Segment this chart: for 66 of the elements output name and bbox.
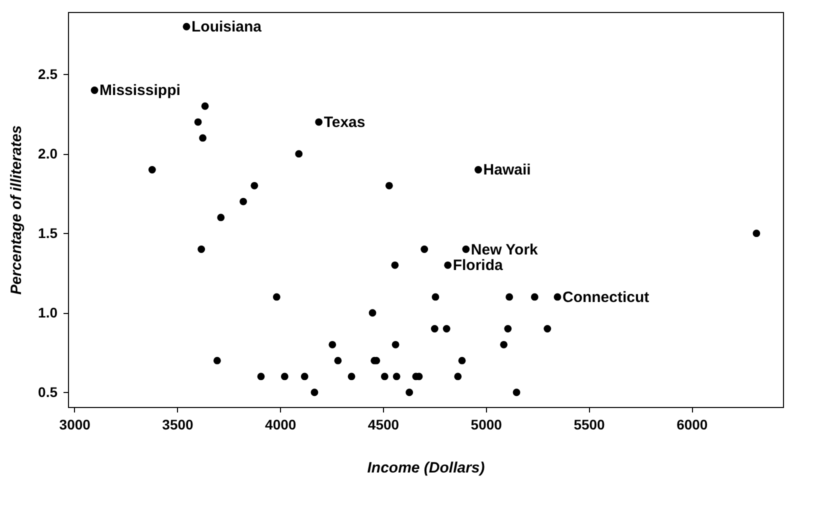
x-tick-label: 3500 — [162, 416, 194, 432]
point — [368, 309, 376, 317]
point — [430, 325, 438, 332]
point — [752, 230, 760, 238]
x-tick-label: 3000 — [59, 416, 91, 432]
point — [217, 214, 225, 222]
annotation: Hawaii — [483, 162, 531, 179]
point — [504, 325, 512, 332]
point — [199, 134, 206, 142]
point — [334, 356, 342, 364]
point — [458, 356, 466, 364]
point — [182, 22, 190, 30]
point — [474, 166, 482, 174]
point — [506, 293, 514, 301]
point — [380, 372, 388, 380]
y-axis-title: Percentage of illiterates — [8, 125, 26, 295]
point — [280, 372, 288, 380]
annotation: Texas — [324, 114, 366, 132]
x-tick-label: 5000 — [470, 416, 502, 432]
annotation: Mississippi — [100, 82, 180, 100]
point — [385, 182, 393, 190]
x-tick-label: 4000 — [265, 416, 296, 432]
point — [462, 246, 470, 253]
point — [295, 150, 303, 158]
point — [500, 340, 508, 348]
point — [530, 293, 538, 301]
point — [90, 86, 98, 94]
point — [406, 388, 414, 396]
point — [392, 372, 400, 380]
point — [272, 293, 280, 301]
y-tick-label: 1.0 — [38, 304, 58, 320]
point — [310, 388, 318, 396]
point — [420, 246, 428, 253]
y-tick-label: 0.5 — [38, 384, 58, 400]
point — [240, 198, 248, 206]
x-tick-label: 6000 — [676, 416, 708, 432]
point — [454, 372, 462, 380]
annotation: Florida — [452, 257, 504, 274]
annotation: New York — [470, 241, 539, 258]
point — [250, 182, 258, 190]
point — [544, 325, 552, 332]
annotation: Connecticut — [562, 288, 650, 306]
point — [257, 372, 265, 380]
point — [554, 293, 562, 301]
point — [300, 372, 308, 380]
x-tick-label: 5500 — [574, 416, 606, 432]
point — [194, 118, 202, 126]
point — [148, 166, 156, 174]
point — [391, 261, 399, 269]
point — [213, 356, 221, 364]
x-axis-title: Income (Dollars) — [367, 460, 485, 476]
point — [442, 325, 450, 332]
annotation: Louisiana — [192, 18, 262, 36]
point — [348, 372, 356, 380]
point — [198, 246, 206, 253]
point — [315, 118, 323, 126]
point — [201, 102, 209, 110]
point — [328, 340, 336, 348]
y-tick-label: 2.5 — [38, 66, 58, 82]
point — [512, 388, 520, 396]
point — [392, 340, 400, 348]
y-tick-label: 1.5 — [38, 224, 58, 241]
y-tick-label: 2.0 — [38, 145, 58, 162]
point — [444, 261, 452, 269]
x-tick-label: 4500 — [368, 416, 400, 432]
point — [432, 293, 440, 301]
